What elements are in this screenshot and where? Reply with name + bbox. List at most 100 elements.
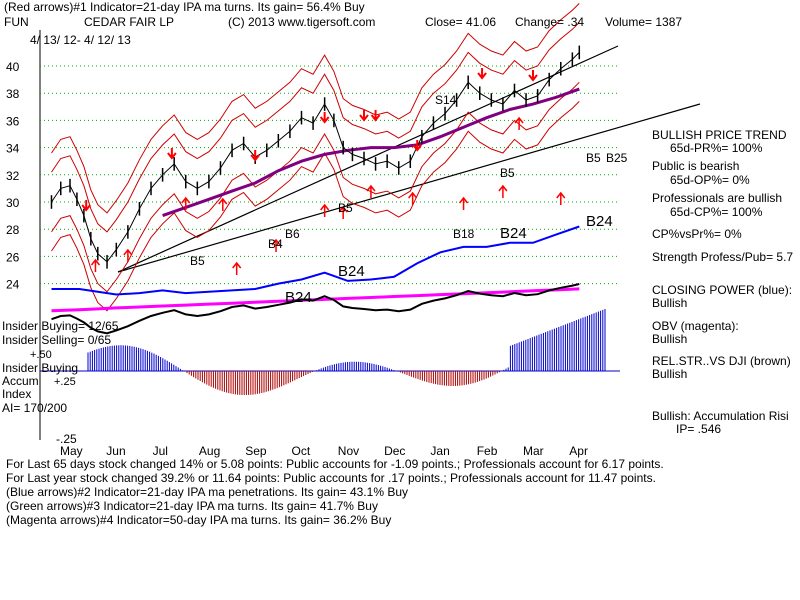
y-tick-label: 24 — [6, 278, 20, 292]
footer-blue-arrows: (Blue arrows)#2 Indicator=21-day IPA ma … — [6, 485, 408, 499]
y-tick-label: 34 — [6, 142, 20, 156]
closing-power-line — [51, 225, 580, 296]
rp-strength: Strength Profess/Pub= 5.7 — [652, 250, 793, 264]
footer-magenta-arrows: (Magenta arrows)#4 Indicator=50-day IPA … — [6, 513, 391, 527]
footer-green-arrows: (Green arrows)#3 Indicator=21-day IPA ma… — [6, 499, 378, 513]
down-arrow — [370, 110, 381, 122]
insider-selling: Insider Selling= 0/65 — [2, 333, 111, 347]
down-arrow — [167, 148, 177, 160]
rp-cp: 65d-CP%= 100% — [670, 205, 763, 219]
up-arrow — [90, 258, 101, 272]
annotation-b5-mar: B5 — [586, 151, 601, 165]
down-arrow — [250, 150, 260, 162]
signal-arrows — [81, 68, 566, 275]
outer-upper-band — [51, 3, 580, 214]
y-tick-label: 30 — [6, 196, 20, 210]
accum-minus25: -.25 — [56, 432, 77, 446]
up-arrow — [181, 196, 191, 210]
x-tick-label: May — [60, 444, 83, 458]
volume-value: Volume= 1387 — [605, 15, 682, 29]
accum-plus50: +.50 — [30, 349, 52, 361]
x-tick-label: Nov — [338, 444, 359, 458]
x-tick-label: Dec — [384, 444, 405, 458]
annotation-b25: B25 — [606, 151, 628, 165]
down-arrow — [319, 112, 330, 124]
up-arrow — [123, 248, 133, 262]
copyright: (C) 2013 www.tigersoft.com — [228, 15, 375, 29]
up-arrow — [338, 205, 348, 219]
annotation-b24-jan: B24 — [500, 225, 527, 242]
up-arrow — [320, 203, 330, 217]
annotation-b5: B5 — [190, 254, 205, 268]
x-tick-label: Aug — [199, 444, 220, 458]
rp-op: 65d-OP%= 0% — [670, 173, 750, 187]
ai-value: AI= 170/200 — [2, 401, 67, 415]
annotation-b24-oct: B24 — [338, 263, 365, 280]
rp-pr: 65d-PR%= 100% — [670, 141, 763, 155]
index-label: Index — [2, 387, 31, 401]
y-tick-label: 32 — [6, 169, 20, 183]
outer-lower-band — [51, 101, 580, 312]
company-name: CEDAR FAIR LP — [84, 15, 174, 29]
rp-professionals: Professionals are bullish — [652, 191, 782, 205]
accum-plus25: +.25 — [54, 376, 76, 388]
up-arrow — [232, 261, 242, 275]
annotation-b6: B6 — [285, 227, 300, 241]
month-axis: May Jun Jul Aug Sep Oct Nov Dec Jan Feb Mar Apr — [60, 444, 588, 458]
x-tick-label: Mar — [523, 444, 544, 458]
rp-relstr: REL.STR..VS DJI (brown) — [652, 354, 791, 368]
up-arrow — [408, 191, 418, 205]
up-arrow — [218, 197, 228, 211]
up-arrow — [514, 116, 524, 130]
rp-accum: Bullish: Accumulation Risi — [652, 409, 789, 423]
annotation-b4: B4 — [268, 237, 283, 251]
change-value: Change= .34 — [515, 15, 584, 29]
footer-65day: For Last 65 days stock changed 14% or 5.… — [6, 457, 664, 471]
annotation-b24-sep: B24 — [285, 289, 312, 306]
annotation-b5-jan: B5 — [500, 166, 515, 180]
x-tick-label: Jul — [153, 444, 168, 458]
rp-public: Public is bearish — [652, 159, 739, 173]
down-arrow — [81, 200, 91, 212]
rp-cpvspr: CP%vsPr%= 0% — [652, 227, 742, 241]
x-tick-label: Feb — [477, 444, 498, 458]
rp-ip: IP= .546 — [676, 422, 721, 436]
upper-band — [51, 22, 580, 233]
rp-obv-val: Bullish — [652, 332, 687, 346]
price-gridlines — [40, 65, 620, 285]
annotation-b24-apr: B24 — [586, 213, 613, 230]
ticker-symbol: FUN — [4, 15, 29, 29]
price-line — [51, 52, 580, 263]
y-tick-label: 38 — [6, 87, 20, 101]
rp-closing-power: CLOSING POWER (blue): — [652, 283, 792, 297]
rp-title: BULLISH PRICE TREND — [652, 128, 787, 142]
x-tick-label: Jan — [430, 444, 449, 458]
footer-year: For Last year stock changed 39.2% or 11.… — [6, 471, 656, 485]
annotation-b18: B18 — [453, 227, 475, 241]
ma50-line — [162, 87, 580, 218]
x-tick-label: Oct — [292, 444, 311, 458]
insider-buying-label: Insider Buying — [2, 361, 78, 375]
annotation-s14: S14 — [435, 93, 457, 107]
insider-buying: Insider Buying= 12/65 — [2, 319, 119, 333]
price-series — [50, 45, 581, 335]
header-indicator-1: (Red arrows)#1 Indicator=21-day IPA ma t… — [4, 0, 365, 14]
relative-strength-line — [51, 283, 580, 335]
x-tick-label: Jun — [106, 444, 125, 458]
up-arrow — [498, 184, 508, 198]
annotation-b5-oct: B5 — [338, 201, 353, 215]
close-value: Close= 41.06 — [425, 15, 496, 29]
y-tick-label: 36 — [6, 114, 20, 128]
price-bands — [51, 3, 580, 312]
down-arrow — [359, 110, 369, 122]
down-arrow — [528, 70, 538, 82]
rp-relstr-val: Bullish — [652, 367, 687, 381]
price-axis-ticks: 24 26 28 30 32 34 36 38 40 — [6, 60, 20, 292]
lower-band — [51, 81, 580, 293]
lower-trendline — [117, 103, 701, 273]
up-arrow — [271, 238, 281, 252]
y-tick-label: 40 — [6, 60, 20, 74]
x-tick-label: Apr — [569, 444, 588, 458]
